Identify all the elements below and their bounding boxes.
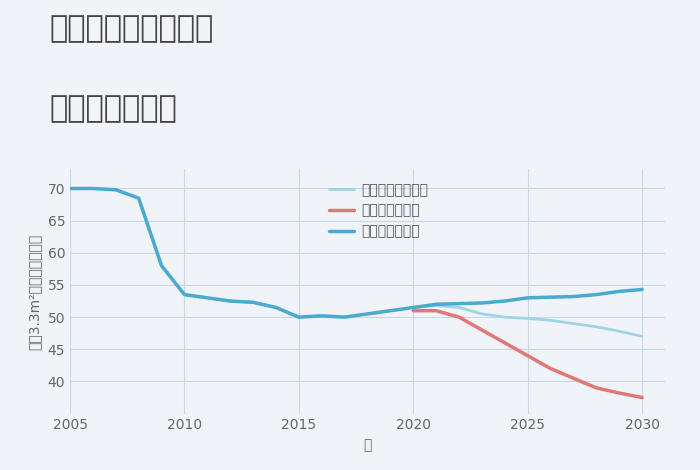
X-axis label: 年: 年 xyxy=(363,438,372,452)
バッドシナリオ xyxy=(432,308,440,313)
グッドシナリオ xyxy=(249,299,258,305)
バッドシナリオ xyxy=(638,395,646,400)
ノーマルシナリオ xyxy=(249,299,258,305)
バッドシナリオ xyxy=(500,340,509,345)
Text: 奈良県奈良市左京の: 奈良県奈良市左京の xyxy=(49,14,214,43)
ノーマルシナリオ xyxy=(89,186,97,191)
グッドシナリオ xyxy=(409,305,417,310)
ノーマルシナリオ xyxy=(363,311,372,317)
グッドシナリオ xyxy=(272,305,280,310)
グッドシナリオ xyxy=(134,196,143,201)
ノーマルシナリオ xyxy=(592,324,601,329)
ノーマルシナリオ xyxy=(295,314,303,320)
グッドシナリオ xyxy=(455,301,463,306)
グッドシナリオ xyxy=(363,311,372,317)
グッドシナリオ xyxy=(524,295,532,301)
グッドシナリオ xyxy=(638,287,646,292)
バッドシナリオ xyxy=(592,385,601,391)
グッドシナリオ xyxy=(386,308,395,313)
ノーマルシナリオ xyxy=(638,334,646,339)
ノーマルシナリオ xyxy=(569,321,577,326)
ノーマルシナリオ xyxy=(409,305,417,310)
Line: グッドシナリオ: グッドシナリオ xyxy=(70,188,642,317)
ノーマルシナリオ xyxy=(134,196,143,201)
グッドシナリオ xyxy=(111,187,120,193)
ノーマルシナリオ xyxy=(180,292,188,298)
Text: 土地の価格推移: 土地の価格推移 xyxy=(49,94,176,123)
ノーマルシナリオ xyxy=(340,314,349,320)
グッドシナリオ xyxy=(592,292,601,298)
グッドシナリオ xyxy=(432,301,440,307)
グッドシナリオ xyxy=(158,263,166,268)
バッドシナリオ xyxy=(524,353,532,359)
ノーマルシナリオ xyxy=(318,313,326,319)
バッドシナリオ xyxy=(409,308,417,313)
グッドシナリオ xyxy=(569,294,577,299)
グッドシナリオ xyxy=(180,292,188,298)
グッドシナリオ xyxy=(203,295,211,301)
ノーマルシナリオ xyxy=(615,329,624,334)
ノーマルシナリオ xyxy=(432,303,440,308)
ノーマルシナリオ xyxy=(547,318,555,323)
Legend: ノーマルシナリオ, バッドシナリオ, グッドシナリオ: ノーマルシナリオ, バッドシナリオ, グッドシナリオ xyxy=(325,179,432,243)
グッドシナリオ xyxy=(477,300,486,306)
ノーマルシナリオ xyxy=(66,186,74,191)
グッドシナリオ xyxy=(615,289,624,294)
バッドシナリオ xyxy=(569,376,577,381)
バッドシナリオ xyxy=(455,314,463,320)
ノーマルシナリオ xyxy=(158,263,166,268)
グッドシナリオ xyxy=(500,298,509,304)
ノーマルシナリオ xyxy=(272,305,280,310)
ノーマルシナリオ xyxy=(477,311,486,317)
Line: バッドシナリオ: バッドシナリオ xyxy=(413,311,642,398)
バッドシナリオ xyxy=(547,366,555,371)
ノーマルシナリオ xyxy=(524,315,532,321)
グッドシナリオ xyxy=(226,298,234,304)
ノーマルシナリオ xyxy=(111,187,120,193)
ノーマルシナリオ xyxy=(500,314,509,320)
グッドシナリオ xyxy=(318,313,326,319)
ノーマルシナリオ xyxy=(203,295,211,301)
グッドシナリオ xyxy=(547,294,555,300)
バッドシナリオ xyxy=(477,327,486,333)
グッドシナリオ xyxy=(295,314,303,320)
グッドシナリオ xyxy=(89,186,97,191)
ノーマルシナリオ xyxy=(386,308,395,313)
グッドシナリオ xyxy=(66,186,74,191)
Line: ノーマルシナリオ: ノーマルシナリオ xyxy=(70,188,642,337)
グッドシナリオ xyxy=(340,314,349,320)
ノーマルシナリオ xyxy=(226,298,234,304)
ノーマルシナリオ xyxy=(455,305,463,310)
バッドシナリオ xyxy=(615,390,624,396)
Y-axis label: 坪（3.3m²）単価（万円）: 坪（3.3m²）単価（万円） xyxy=(28,233,42,350)
